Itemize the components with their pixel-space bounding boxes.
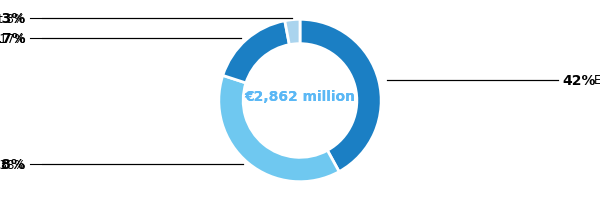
Text: €2,862 million: €2,862 million: [245, 90, 355, 104]
Text: 42%: 42%: [563, 74, 596, 87]
Text: Asia Pacific 38%: Asia Pacific 38%: [0, 158, 25, 171]
Text: 3%: 3%: [0, 12, 25, 26]
Wedge shape: [219, 76, 339, 182]
Text: 17%: 17%: [0, 32, 25, 46]
Text: South America, Africa, Middle East 3%: South America, Africa, Middle East 3%: [0, 13, 25, 25]
Wedge shape: [300, 20, 381, 172]
Text: 38%: 38%: [0, 158, 25, 171]
Text: Europe: Europe: [594, 74, 600, 87]
Wedge shape: [223, 22, 289, 83]
Wedge shape: [285, 20, 300, 45]
Text: €2,862 million: €2,862 million: [245, 90, 355, 104]
Text: North America 17%: North America 17%: [0, 33, 25, 46]
